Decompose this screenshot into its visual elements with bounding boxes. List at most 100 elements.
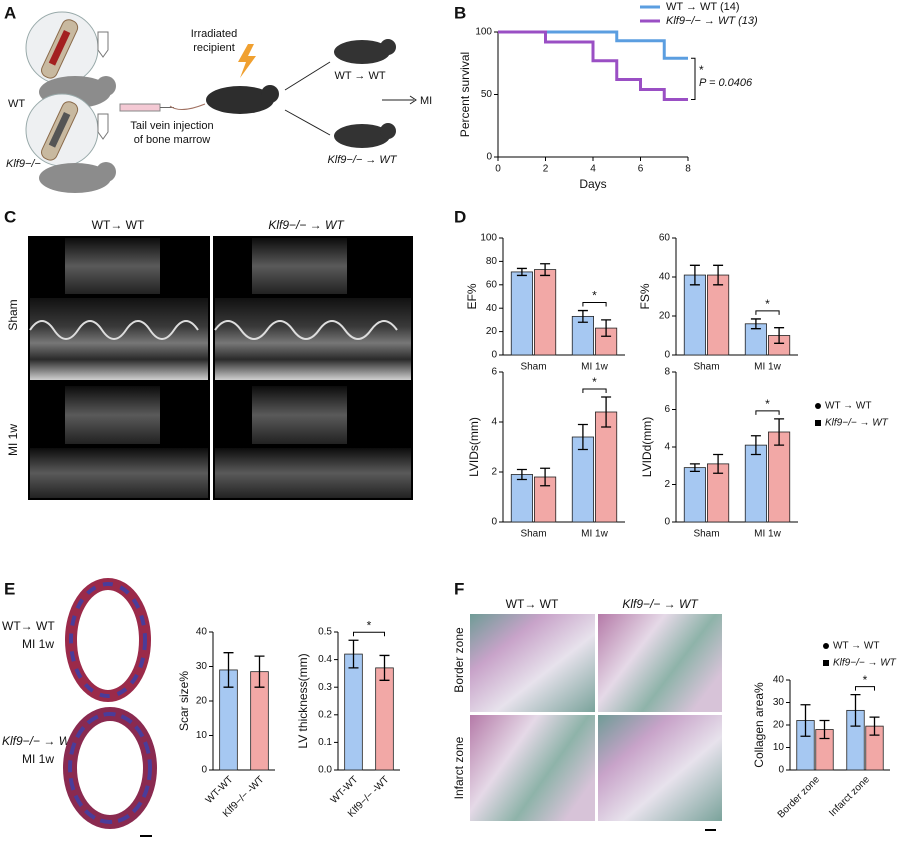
error-bar [750, 318, 761, 330]
y-tick-label: 4 [664, 442, 670, 453]
recipient-label: recipient [193, 42, 235, 54]
image-label: MI 1w [22, 637, 54, 651]
echo-mmode [30, 448, 208, 498]
echo-bmode [252, 386, 347, 444]
legend-marker [815, 403, 821, 409]
significance-bracket [582, 388, 607, 393]
tube [97, 113, 109, 140]
histology-f: F WT→ WT Klf9−/− → WT Border zone Infarc… [452, 579, 722, 831]
irradiation [238, 44, 256, 78]
error-bar [850, 693, 861, 727]
row-label: MI 1w [6, 424, 20, 456]
echo-mmode [215, 298, 411, 380]
legend-label: WT → WT (14) [666, 1, 740, 13]
y-tick-label: 20 [659, 311, 671, 322]
x-tick-label: MI 1w [754, 529, 781, 540]
significance-label: * [765, 397, 770, 411]
arrow-head [409, 95, 417, 105]
bar [375, 667, 394, 771]
row-label: Infarct zone [452, 736, 466, 799]
bar [344, 653, 363, 771]
y-axis-label: LVIDd(mm) [640, 417, 654, 477]
arrow [284, 109, 331, 136]
echo-bmode [65, 386, 160, 444]
error-bar [601, 319, 612, 337]
x-axis-label: Days [579, 177, 606, 191]
error-bar [869, 716, 880, 736]
error-bar [254, 655, 265, 688]
echo-wave [29, 320, 398, 340]
y-axis-label: FS% [638, 283, 652, 309]
tube [97, 31, 109, 58]
row-label: Sham [6, 299, 20, 330]
legend-label: Klf9−/− → WT (13) [666, 15, 758, 27]
y-tick-label: 20 [196, 696, 208, 707]
y-tick-label: 0 [491, 350, 497, 361]
significance-bracket [582, 302, 607, 307]
marrow [48, 111, 71, 148]
mouse-head [380, 123, 396, 139]
histology-e: E WT→ WT MI 1w Klf9−/− → WT MI 1w [2, 578, 157, 837]
mouse-head [96, 162, 116, 182]
legend-marker [823, 643, 829, 649]
column-label: WT→ WT [92, 218, 145, 232]
error-bar [601, 396, 612, 428]
image-label: WT→ WT [2, 619, 55, 633]
x-tick-label: 4 [590, 164, 596, 175]
error-bar [774, 418, 785, 446]
y-tick-label: 4 [491, 417, 497, 428]
panel-letter: E [4, 579, 15, 598]
y-tick-label: 0 [664, 350, 670, 361]
error-bar [540, 263, 551, 277]
significance-label: * [592, 375, 597, 389]
y-axis-label: Percent survival [458, 52, 472, 137]
error-bar [689, 264, 700, 286]
y-tick-label: 50 [481, 89, 493, 100]
image-label: Klf9−/− → WT [2, 734, 79, 748]
bar [595, 411, 618, 523]
y-tick-label: 6 [491, 367, 497, 378]
y-tick-label: 80 [486, 256, 498, 267]
mouse [334, 40, 390, 64]
bar [683, 274, 706, 356]
mouse [39, 163, 111, 193]
histology-image [470, 614, 595, 712]
panel-letter: D [454, 207, 466, 226]
injection-label: of bone marrow [134, 134, 210, 146]
legend-marker [823, 660, 829, 666]
group-label: WT → WT [334, 70, 385, 82]
y-tick-label: 0.2 [318, 709, 332, 720]
x-tick-label: 8 [685, 164, 691, 175]
y-tick-label: 0.1 [318, 737, 332, 748]
error-bar [516, 267, 527, 277]
syringe [119, 103, 161, 112]
y-tick-label: 0.5 [318, 627, 332, 638]
y-tick-label: 10 [773, 742, 785, 753]
echo-mmode [215, 448, 411, 498]
y-tick-label: 10 [196, 730, 208, 741]
error-bar [819, 719, 830, 740]
heart-section [68, 712, 152, 824]
injection-label: Tail vein injection [130, 120, 213, 132]
y-tick-label: 8 [664, 367, 670, 378]
significance-bracket [353, 631, 385, 637]
significance-label: * [699, 63, 704, 77]
bar [510, 474, 533, 523]
panel-letter: F [454, 579, 464, 598]
legend-label: Klf9−/− → WT [833, 658, 897, 669]
bar [510, 271, 533, 356]
y-tick-label: 30 [196, 661, 208, 672]
donor-label: Klf9−/− [6, 158, 41, 170]
y-tick-label: 40 [659, 272, 671, 283]
arrow [284, 61, 331, 91]
heart-section [69, 582, 147, 698]
survival-line [498, 30, 688, 60]
histology-image [598, 614, 722, 712]
echo-images: C WT→ WT Klf9−/− → WT Sham MI 1w [4, 207, 413, 500]
y-tick-label: 100 [480, 233, 497, 244]
significance-label: * [863, 673, 868, 687]
group-label: Klf9−/− → WT [327, 154, 397, 166]
y-tick-label: 0.4 [318, 654, 332, 665]
significance-bracket [855, 686, 875, 691]
